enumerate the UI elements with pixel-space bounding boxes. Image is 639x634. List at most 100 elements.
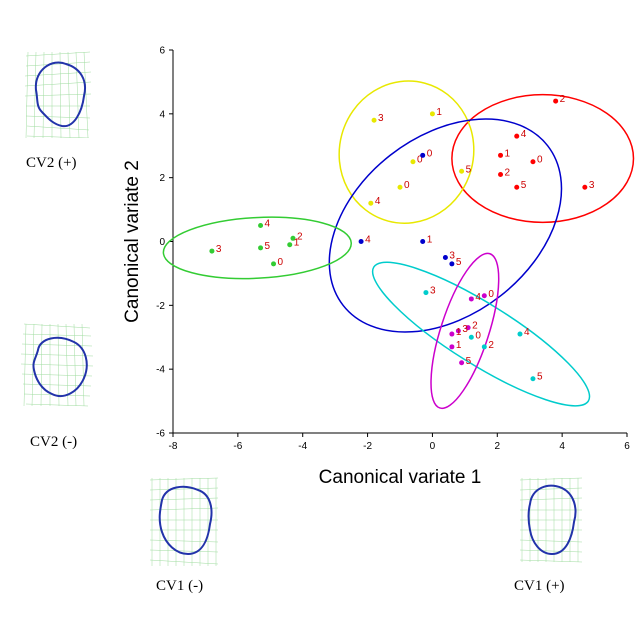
data-point-label: 4	[475, 292, 481, 303]
data-point	[468, 334, 474, 340]
y-tick-label: 6	[159, 46, 165, 57]
series-4-ellipse	[371, 261, 591, 407]
data-point-label: 1	[427, 235, 433, 246]
data-point	[258, 223, 264, 229]
data-point	[514, 184, 520, 190]
data-point	[271, 261, 277, 267]
data-point	[498, 152, 504, 158]
data-point	[368, 200, 374, 206]
data-point	[459, 360, 465, 366]
y-tick-label: -4	[156, 365, 165, 376]
data-point-label: 1	[294, 238, 300, 249]
x-tick-label: 6	[624, 441, 630, 452]
data-point-label: 5	[466, 164, 472, 175]
shape-thumbnail-cv1-positive	[519, 477, 583, 563]
data-point-label: 3	[449, 250, 455, 261]
data-point	[465, 325, 471, 331]
data-point-label: 1	[456, 327, 462, 338]
data-point	[530, 159, 536, 165]
y-tick-label: -2	[156, 301, 165, 312]
y-tick-label: 4	[159, 109, 165, 120]
series-2-ellipse	[328, 118, 563, 333]
series-3-ellipse	[162, 216, 352, 280]
x-tick-label: 2	[495, 441, 501, 452]
data-point-label: 0	[417, 155, 423, 166]
data-point-label: 0	[488, 289, 494, 300]
data-point	[514, 133, 520, 139]
shape-caption-cv2-negative: CV2 (-)	[30, 434, 78, 450]
y-tick-label: 0	[159, 237, 165, 248]
series-5-ellipse	[430, 252, 500, 410]
data-point	[420, 239, 426, 244]
data-point-label: 3	[378, 113, 384, 124]
data-point-label: 1	[456, 340, 462, 351]
confidence-ellipses	[162, 80, 635, 410]
data-point-label: 3	[430, 286, 436, 297]
x-tick-label: 0	[430, 441, 436, 452]
data-point	[449, 331, 455, 337]
data-point	[530, 376, 536, 382]
y-tick-label: 2	[159, 173, 165, 184]
data-point-label: 4	[521, 129, 527, 140]
shape-caption-cv1-negative: CV1 (-)	[156, 578, 204, 594]
x-axis-title: Canonical variate 1	[319, 467, 482, 488]
data-point-label: 4	[524, 327, 530, 338]
data-point	[481, 293, 487, 299]
data-point-label: 5	[537, 372, 543, 383]
data-point	[371, 117, 377, 123]
data-point-label: 2	[505, 167, 511, 178]
data-point	[209, 248, 215, 254]
x-tick-label: -8	[169, 441, 178, 452]
data-point-label: 5	[456, 257, 462, 268]
shape-thumbnail-cv2-negative	[20, 323, 94, 407]
data-point-label: 5	[466, 356, 472, 367]
data-point	[420, 152, 426, 158]
data-point-label: 5	[521, 180, 527, 191]
shape-thumbnail-cv2-positive	[24, 51, 92, 138]
data-point-label: 3	[462, 324, 468, 335]
data-point-label: 2	[472, 321, 478, 332]
data-point	[258, 245, 264, 251]
data-point	[582, 184, 588, 190]
data-point	[410, 159, 416, 165]
y-tick-label: -6	[156, 429, 165, 440]
data-point-label: 0	[404, 180, 410, 191]
data-point-label: 4	[365, 235, 371, 246]
data-point	[449, 261, 455, 267]
data-point	[449, 344, 455, 350]
x-tick-label: -4	[298, 441, 307, 452]
data-point-label: 2	[560, 94, 566, 105]
data-point-label: 0	[537, 155, 543, 166]
data-point	[442, 254, 448, 260]
x-tick-label: -6	[233, 441, 242, 452]
data-point	[498, 171, 504, 177]
data-point-label: 3	[589, 180, 595, 191]
x-tick-label: 4	[559, 441, 565, 452]
x-tick-label: -2	[363, 441, 372, 452]
data-point	[287, 242, 293, 248]
data-point	[459, 168, 465, 174]
data-point	[481, 344, 487, 350]
data-point	[423, 290, 429, 296]
data-point-label: 0	[427, 148, 433, 159]
data-point-label: 2	[488, 340, 494, 351]
y-axis-title: Canonical variate 2	[122, 160, 143, 323]
data-point-label: 1	[436, 107, 442, 118]
data-point-label: 4	[375, 196, 381, 207]
shape-caption-cv2-positive: CV2 (+)	[26, 155, 77, 171]
data-point-label: 4	[265, 219, 271, 230]
series-0-ellipse	[451, 93, 635, 224]
data-point	[553, 98, 559, 104]
data-point-label: 0	[475, 330, 481, 341]
data-point-label: 0	[278, 257, 284, 268]
data-point	[429, 111, 435, 117]
data-point	[517, 331, 523, 337]
data-point	[358, 239, 364, 244]
data-point	[290, 235, 296, 241]
data-point-label: 5	[265, 241, 271, 252]
shape-caption-cv1-positive: CV1 (+)	[514, 578, 565, 594]
shape-thumbnail-cv1-negative	[149, 477, 219, 566]
